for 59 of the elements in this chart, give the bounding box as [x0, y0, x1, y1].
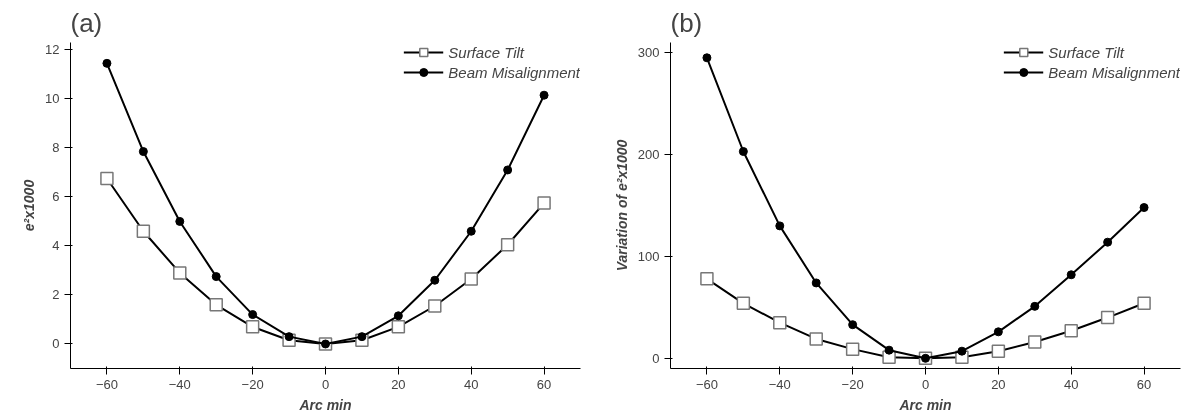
chart-title: (b): [670, 7, 703, 38]
point: [884, 345, 894, 355]
point: [138, 147, 148, 157]
x-tick-label: −20: [241, 376, 264, 392]
x-tick-label: −60: [695, 376, 718, 392]
y-tick-label: 8: [52, 140, 60, 156]
chart-title: (a): [70, 7, 103, 38]
legend-label: Beam Misalignment: [1048, 63, 1180, 81]
point: [393, 311, 403, 321]
y-tick-label: 200: [637, 147, 660, 163]
x-tick-label: 60: [1136, 376, 1152, 392]
point: [738, 147, 748, 156]
x-tick-label: 40: [463, 376, 479, 392]
y-tick-label: 4: [52, 238, 60, 254]
point: [466, 226, 476, 236]
x-tick-label: 60: [536, 376, 552, 392]
point: [211, 272, 221, 282]
x-tick-label: 40: [1063, 376, 1079, 392]
legend-label: Surface Tilt: [1048, 43, 1125, 61]
x-tick-label: −60: [95, 376, 118, 392]
point: [957, 346, 967, 356]
x-axis-title: Arc min: [898, 396, 952, 413]
point: [539, 90, 549, 100]
x-tick-label: 20: [991, 376, 1006, 392]
y-tick-label: 100: [637, 248, 660, 264]
legend-label: Surface Tilt: [448, 43, 525, 61]
point: [1139, 203, 1149, 213]
x-tick-label: 0: [921, 376, 930, 392]
y-tick-label: 300: [637, 45, 660, 61]
y-tick-label: 10: [45, 91, 60, 107]
point: [1030, 301, 1040, 311]
point: [430, 275, 440, 285]
point: [1103, 237, 1113, 247]
point: [811, 278, 821, 288]
point: [702, 53, 712, 63]
point: [993, 327, 1003, 337]
point: [284, 332, 294, 342]
x-tick-label: −40: [768, 376, 791, 392]
point: [1066, 270, 1076, 280]
x-axis-title: Arc min: [298, 396, 352, 413]
point: [175, 216, 185, 226]
legend-label: Beam Misalignment: [448, 63, 580, 81]
y-tick-label: 12: [45, 42, 60, 58]
x-tick-label: 0: [321, 376, 330, 392]
y-tick-label: 0: [652, 350, 660, 366]
x-tick-label: −40: [168, 376, 191, 392]
point: [102, 58, 112, 68]
point: [775, 221, 785, 231]
x-tick-label: 20: [391, 376, 406, 392]
y-axis-title: e²x1000: [21, 179, 38, 232]
x-tick-label: −20: [841, 376, 864, 392]
point: [848, 320, 858, 330]
y-tick-label: 0: [52, 336, 60, 352]
y-axis-title: Variation of e²x1000: [613, 139, 630, 272]
y-tick-label: 6: [52, 189, 60, 205]
y-tick-label: 2: [52, 287, 60, 303]
point: [503, 165, 513, 175]
point: [357, 332, 367, 342]
point: [248, 310, 258, 320]
